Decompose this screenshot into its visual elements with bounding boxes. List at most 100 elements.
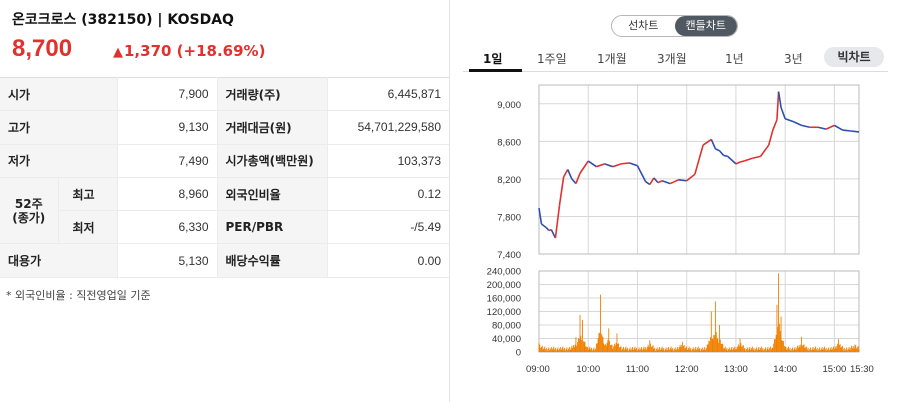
big-chart-button[interactable]: 빅차트	[824, 47, 884, 67]
volume-bar	[619, 346, 621, 352]
volume-bar	[544, 346, 546, 352]
time-tick-label: 15:00	[822, 364, 846, 375]
volume-bar	[553, 346, 555, 352]
price-line-segment	[604, 163, 614, 168]
volume-bar	[590, 349, 592, 352]
table-row: 최저 6,330 PER/PBR -/5.49	[0, 210, 449, 245]
volume-bar	[627, 350, 629, 352]
volume-bar	[783, 346, 785, 352]
volume-bar	[848, 347, 850, 352]
volume-bar	[621, 350, 623, 352]
volume-bar	[805, 347, 807, 352]
volume-bar	[646, 349, 647, 352]
volume-bar	[573, 345, 574, 352]
volume-bar	[736, 349, 738, 352]
tab-3year[interactable]: 3년	[784, 52, 803, 66]
candle-chart-button[interactable]: 캔들차트	[674, 16, 737, 36]
stock-title: 온코크로스 (382150) | KOSDAQ	[12, 12, 234, 28]
volume-bar	[734, 349, 736, 352]
volume-bar	[701, 349, 702, 352]
volume-bar	[794, 347, 796, 352]
volume-bar	[678, 347, 680, 352]
volume-bar	[582, 319, 583, 352]
volume-bar	[772, 347, 774, 352]
volume-bar	[550, 347, 552, 352]
volume-bar	[720, 343, 722, 352]
volume-bar	[766, 348, 768, 352]
price-line-segment	[801, 124, 810, 129]
volume-bar	[742, 345, 744, 352]
quote-table: 시가 7,900 거래량(주) 6,445,871 고가 9,130 거래대금(…	[0, 76, 449, 278]
volume-bar	[640, 348, 642, 352]
volume-bar	[637, 350, 638, 352]
volume-bar	[831, 349, 833, 352]
volume-tick-label: 200,000	[487, 280, 521, 291]
volume-bar	[726, 347, 728, 352]
tab-1day[interactable]: 1일	[483, 52, 503, 66]
amount-label: 거래대금(원)	[217, 110, 328, 145]
price-line-segment	[739, 160, 745, 163]
foreign-ratio-label: 외국인비율	[217, 177, 328, 212]
price-line-segment	[793, 120, 802, 127]
volume-bar	[703, 348, 705, 352]
volume-bar	[765, 350, 767, 352]
volume-bar	[755, 347, 757, 352]
volume-bar	[749, 347, 751, 352]
volume-bar	[628, 349, 630, 352]
volume-bar	[629, 347, 631, 352]
volume-bar	[573, 347, 575, 352]
volume-label: 거래량(주)	[217, 76, 328, 112]
foreign-ratio-value: 0.12	[327, 177, 449, 212]
volume-bar	[685, 347, 687, 352]
volume-bar	[781, 340, 783, 352]
tab-1year[interactable]: 1년	[725, 52, 744, 66]
volume-bar	[804, 348, 806, 352]
price-line-segment	[718, 150, 725, 156]
volume-bar	[759, 349, 761, 352]
volume-bar	[731, 347, 733, 352]
tab-1month[interactable]: 1개월	[597, 52, 627, 66]
volume-bar	[757, 348, 759, 352]
volume-bar	[656, 347, 658, 352]
volume-bar	[695, 347, 697, 352]
volume-bar	[752, 349, 754, 352]
volume-bar	[614, 343, 615, 352]
dividend-yield-label: 배당수익률	[217, 243, 328, 278]
volume-bar	[610, 344, 612, 352]
volume-bar	[691, 349, 693, 352]
volume-bar	[743, 348, 745, 352]
price-line-segment	[628, 162, 638, 167]
volume-bar	[747, 350, 749, 352]
volume-bar	[630, 350, 632, 352]
volume-bar	[733, 346, 735, 352]
volume-bar	[709, 341, 711, 352]
volume-bar	[692, 347, 694, 352]
volume-bar	[542, 349, 544, 352]
volume-bar	[679, 344, 681, 352]
price-line-segment	[727, 155, 737, 165]
volume-bar	[814, 348, 816, 352]
volume-bar	[538, 342, 540, 352]
volume-bar	[595, 348, 597, 352]
volume-bar	[791, 349, 793, 352]
footnote: * 외국인비율 : 직전영업일 기준	[6, 289, 151, 302]
volume-bar	[556, 349, 558, 352]
tab-1week[interactable]: 1주일	[537, 52, 567, 66]
volume-bar	[539, 344, 541, 352]
volume-bar	[605, 344, 606, 352]
line-chart-button[interactable]: 선차트	[628, 19, 659, 32]
week52-high-label: 최고	[58, 177, 118, 212]
price-line-segment	[817, 126, 827, 130]
volume-bar	[666, 350, 668, 352]
volume-bar	[607, 339, 609, 352]
volume-bar	[783, 341, 784, 352]
volume-bar	[551, 349, 553, 352]
mcap-value: 103,373	[327, 144, 449, 178]
price-tick-label: 8,200	[497, 175, 521, 186]
volume-bar	[541, 346, 542, 352]
tab-3month[interactable]: 3개월	[657, 52, 687, 66]
price-line-segment	[657, 180, 663, 184]
week52-label: 52주 (종가)	[0, 177, 59, 245]
volume-bar	[631, 348, 633, 352]
volume-bar	[706, 344, 708, 352]
